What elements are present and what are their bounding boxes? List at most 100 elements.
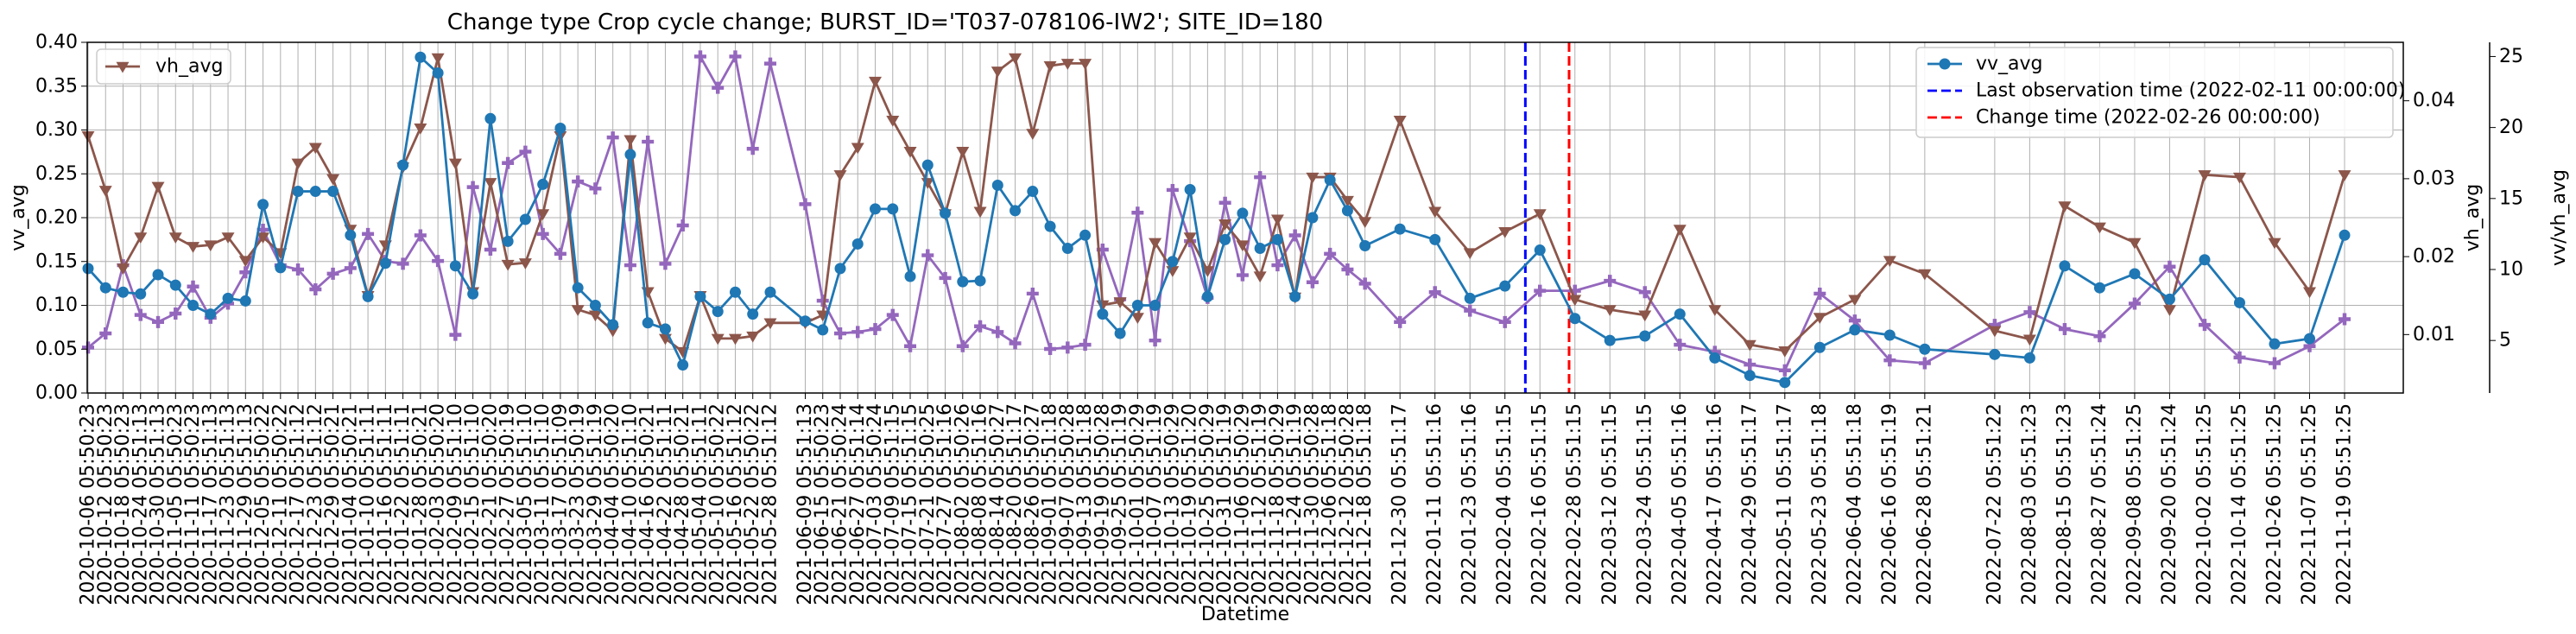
data-point <box>1307 212 1319 224</box>
x-tick-label: 2021-12-30 05:51:17 <box>1389 403 1411 605</box>
x-tick-label: 2021-09-19 05:50:28 <box>1092 403 1113 605</box>
legend-box-right <box>1915 47 2394 138</box>
x-tick-label: 2022-07-22 05:51:22 <box>1984 403 2005 605</box>
x-tick-label: 2022-01-23 05:51:16 <box>1459 403 1481 605</box>
data-point <box>607 319 619 331</box>
data-point <box>117 263 130 276</box>
data-point <box>1429 233 1441 245</box>
x-tick-label: 2021-03-11 05:51:10 <box>532 403 554 605</box>
data-point <box>1918 269 1932 281</box>
data-point <box>1097 308 1109 320</box>
x-tick-label: 2021-11-06 05:50:29 <box>1231 403 1253 605</box>
data-point <box>904 270 916 282</box>
x-tick-label: 2022-10-14 05:51:25 <box>2229 403 2250 605</box>
data-point <box>1883 256 1896 268</box>
data-point <box>292 186 304 198</box>
data-point <box>134 232 148 244</box>
x-tick-label: 2022-08-03 05:51:23 <box>2019 403 2041 605</box>
data-point <box>1708 305 1722 316</box>
data-point <box>81 131 95 143</box>
data-point <box>448 158 462 170</box>
data-point <box>1167 256 1179 268</box>
data-point <box>2058 323 2071 336</box>
data-point <box>2268 357 2281 370</box>
data-point <box>536 209 550 220</box>
data-point <box>1743 339 1756 352</box>
data-point <box>308 143 322 155</box>
data-point <box>397 159 409 171</box>
data-point <box>484 178 497 189</box>
data-point <box>1638 310 1652 322</box>
data-point <box>1918 357 1931 370</box>
data-point <box>537 178 549 190</box>
x-tick-label: 2021-03-29 05:51:19 <box>585 403 606 605</box>
data-point <box>257 199 269 211</box>
data-point <box>326 174 340 186</box>
x-tick-label: 2020-11-17 05:51:13 <box>199 403 221 605</box>
data-point <box>588 310 602 322</box>
y-tick-label-left: 0.10 <box>35 295 78 316</box>
data-point <box>623 135 637 147</box>
data-point <box>956 339 969 352</box>
data-point <box>1218 219 1232 231</box>
data-point <box>1744 370 1756 382</box>
data-point <box>396 257 409 270</box>
x-tick-label: 2021-02-09 05:51:10 <box>445 403 466 605</box>
data-point <box>169 279 181 291</box>
data-point <box>816 295 829 307</box>
x-tick-label: 2022-11-19 05:51:25 <box>2334 403 2356 605</box>
x-tick-label: 2021-06-09 05:51:13 <box>794 403 816 605</box>
x-tick-label: 2021-04-28 05:50:21 <box>672 403 693 605</box>
x-tick-label: 2020-10-06 05:50:23 <box>78 403 99 605</box>
data-point <box>1674 339 1687 352</box>
x-tick-label: 2022-05-11 05:51:17 <box>1774 403 1795 605</box>
x-tick-label: 2020-10-12 05:50:23 <box>95 403 117 605</box>
data-point <box>939 271 952 284</box>
data-point <box>1394 223 1406 235</box>
data-point <box>501 259 515 271</box>
data-point <box>763 57 776 70</box>
data-point <box>326 267 339 280</box>
x-tick-label: 2021-03-17 05:51:09 <box>549 403 571 605</box>
x-tick-label: 2022-02-04 05:51:15 <box>1494 403 1516 605</box>
data-point <box>1183 232 1197 244</box>
data-point <box>712 306 724 318</box>
data-point <box>1674 308 1686 320</box>
x-tick-label: 2022-02-28 05:51:15 <box>1564 403 1585 605</box>
x-tick-label: 2021-08-14 05:50:27 <box>987 403 1009 605</box>
data-point <box>1149 238 1162 250</box>
data-point <box>432 67 444 79</box>
data-point <box>1498 226 1512 238</box>
x-tick-label: 2020-11-05 05:50:23 <box>165 403 187 605</box>
x-tick-label: 2021-02-03 05:50:20 <box>427 403 449 605</box>
y-tick-label-right2: 15 <box>2499 187 2523 209</box>
x-tick-label: 2022-03-24 05:51:15 <box>1634 403 1655 605</box>
data-point <box>1026 129 1040 141</box>
x-tick-label: 2021-04-22 05:51:11 <box>655 403 676 605</box>
x-tick-label: 2022-06-28 05:51:21 <box>1914 403 1935 605</box>
data-point <box>921 159 934 171</box>
data-point <box>1324 174 1336 186</box>
data-point <box>887 203 899 215</box>
data-point <box>1200 266 1214 277</box>
data-point <box>1324 247 1337 260</box>
y-tick-label-left: 0.40 <box>35 32 78 54</box>
data-point <box>728 333 742 346</box>
y-tick-label-left: 0.20 <box>35 207 78 229</box>
x-tick-label: 2021-08-26 05:50:27 <box>1022 403 1043 605</box>
data-point <box>221 232 235 244</box>
data-point <box>187 300 199 311</box>
series-vv-avg <box>82 51 2351 389</box>
data-point <box>1709 352 1721 364</box>
data-point <box>205 308 217 320</box>
x-tick-label: 2021-10-07 05:51:19 <box>1144 403 1166 605</box>
y-axis-left-label: vv_avg <box>8 184 29 251</box>
data-point <box>1813 287 1826 300</box>
data-point <box>327 186 339 198</box>
data-point <box>1604 275 1617 288</box>
data-point <box>974 320 987 333</box>
data-point <box>275 262 287 274</box>
x-tick-label: 2022-05-23 05:51:18 <box>1809 403 1831 605</box>
data-point <box>449 260 461 272</box>
data-point <box>747 308 759 320</box>
